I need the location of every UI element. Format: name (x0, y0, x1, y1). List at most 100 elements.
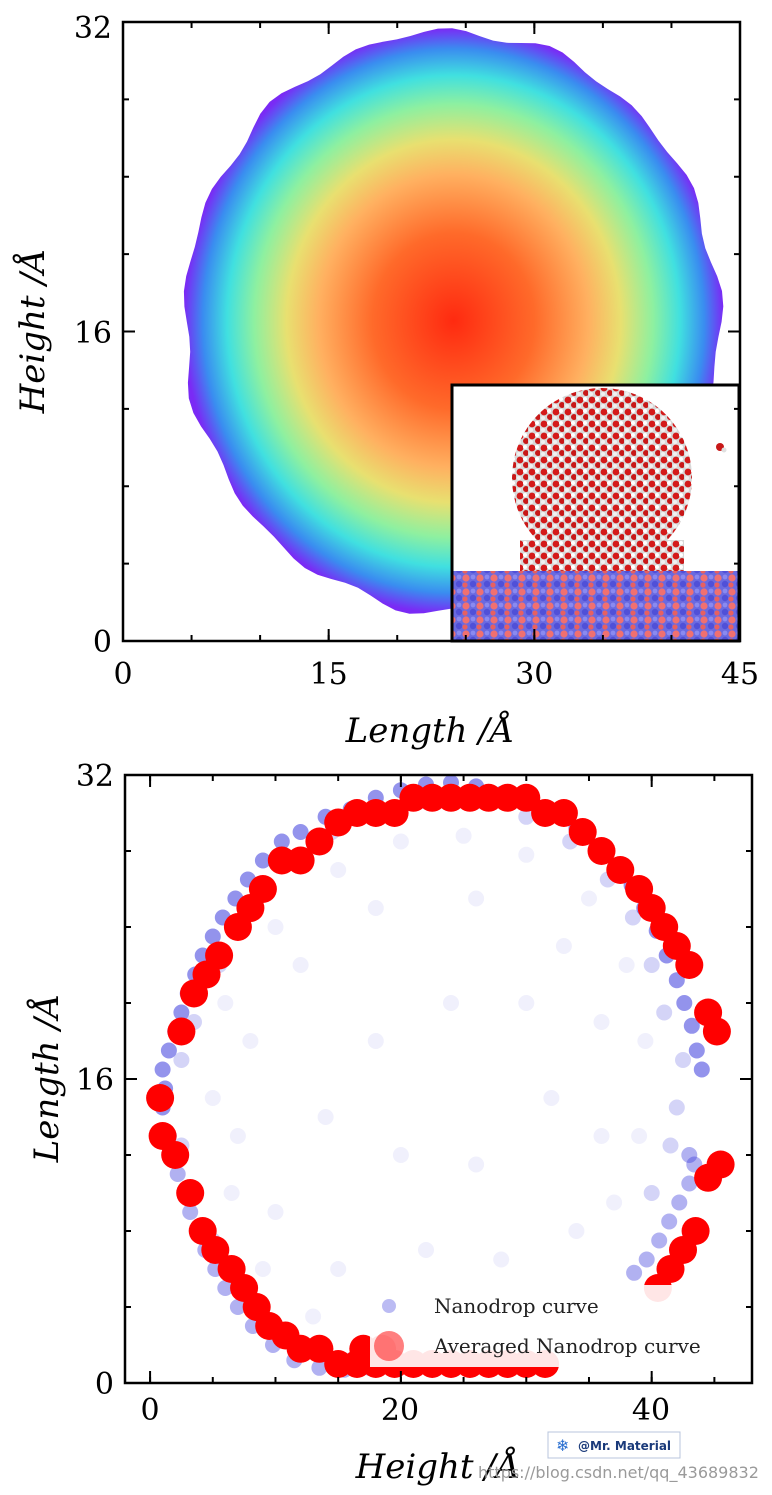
nanodrop-curve-point (581, 890, 597, 907)
watermark-badge (547, 1431, 681, 1459)
nanodrop-curve-point (683, 1017, 700, 1034)
inset-molecular-snapshot (450, 383, 741, 643)
heatmap-panel: 0 15 30 45 0 16 32 Length /Å Height /Å (12, 11, 759, 751)
legend-marker-nanodrop (382, 1299, 396, 1313)
nanodrop-curve-point (643, 957, 660, 973)
scatter-x-tick-20: 20 (381, 1393, 419, 1428)
averaged-nanodrop-curve-point (305, 827, 334, 856)
nanodrop-curve-point (681, 1175, 698, 1192)
averaged-nanodrop-curve-point (549, 799, 578, 827)
averaged-nanodrop-curve-point (568, 818, 597, 846)
nanodrop-curve-point (681, 1147, 698, 1163)
nanodrop-curve-point (668, 1099, 685, 1116)
legend-label-averaged: Averaged Nanodrop curve (433, 1334, 701, 1358)
averaged-nanodrop-curve-point (146, 1084, 175, 1112)
watermark-snowflake-icon: ❄ (556, 1436, 569, 1455)
nanodrop-curve-point (668, 972, 685, 989)
heatmap-y-axis-title: Height /Å (12, 249, 53, 415)
heatmap-x-tick-15: 15 (310, 657, 348, 692)
nanodrop-curve-point (317, 1109, 334, 1125)
nanodrop-curve-point (204, 1090, 221, 1106)
heatmap-ticks (122, 21, 741, 642)
heatmap-x-tick-0: 0 (113, 657, 132, 692)
nanodrop-curve-point (223, 1185, 240, 1201)
scatter-y-tick-16: 16 (76, 1063, 114, 1098)
nanodrop-curve-point (626, 1264, 643, 1281)
averaged-nanodrop-curve-series (146, 783, 735, 1378)
scatter-ticks (125, 774, 752, 1384)
nanodrop-curve-point (204, 928, 221, 945)
nanodrop-curve-point (643, 1185, 660, 1201)
heatmap-x-axis-title: Length /Å (345, 710, 515, 751)
nanodrop-curve-point (173, 1004, 190, 1021)
scatter-x-axis-title: Height /Å (355, 1446, 521, 1487)
averaged-nanodrop-curve-point (702, 1017, 731, 1046)
averaged-nanodrop-curve-point (675, 951, 704, 979)
scatter-x-tick-40: 40 (632, 1393, 670, 1428)
nanodrop-curve-point (160, 1042, 177, 1059)
averaged-nanodrop-curve-point (201, 1236, 230, 1264)
nanodrop-curve-point (568, 1223, 585, 1239)
nanodrop-curve-point (229, 1299, 246, 1315)
heatmap-x-tick-45: 45 (721, 657, 759, 692)
scatter-y-tick-0: 0 (95, 1367, 114, 1402)
nanodrop-curve-point (418, 1242, 434, 1258)
nanodrop-curve-point (392, 1147, 409, 1163)
averaged-nanodrop-curve-point (161, 1141, 190, 1169)
averaged-nanodrop-curve-point (512, 783, 541, 812)
inset-substrate (452, 571, 739, 641)
nanodrop-curve-point (330, 862, 347, 878)
nanodrop-curve-point (217, 1280, 234, 1296)
nanodrop-curve-point (330, 1261, 347, 1277)
nanodrop-curve-point (468, 890, 485, 907)
legend-marker-averaged (374, 1331, 404, 1361)
nanodrop-curve-point (455, 827, 472, 844)
averaged-nanodrop-curve-point (176, 1179, 205, 1207)
nanodrop-curve-point (169, 1166, 186, 1182)
scatter-panel: Nanodrop curve Averaged Nanodrop curve 0… (26, 759, 754, 1487)
nanodrop-curve-point (631, 1128, 648, 1144)
inset-water-droplet (512, 388, 692, 568)
nanodrop-curve-point (543, 1090, 560, 1106)
nanodrop-curve-point (693, 1061, 710, 1078)
nanodrop-curve-point (305, 1308, 322, 1325)
nanodrop-curve-point (493, 1251, 510, 1268)
legend: Nanodrop curve Averaged Nanodrop curve (370, 1285, 730, 1367)
nanodrop-curve-point (182, 1204, 199, 1220)
scatter-x-tick-0: 0 (140, 1393, 159, 1428)
nanodrop-curve-point (688, 1042, 705, 1059)
nanodrop-curve-point (662, 1137, 679, 1154)
nanodrop-curve-point (676, 995, 693, 1011)
nanodrop-curve-point (154, 1061, 171, 1078)
nanodrop-curve-point (242, 1033, 259, 1049)
averaged-nanodrop-curve-point (587, 837, 616, 865)
nanodrop-curve-point (311, 1359, 328, 1376)
nanodrop-curve-point (367, 1033, 384, 1049)
averaged-nanodrop-curve-point (694, 1163, 723, 1192)
averaged-nanodrop-curve-point (167, 1017, 196, 1046)
nanodrop-curve-point (656, 1004, 673, 1021)
nanodrop-curve-point (606, 1194, 623, 1211)
nanodrop-curve-point (518, 808, 535, 825)
scatter-y-tick-32: 32 (76, 759, 114, 794)
nanodrop-curve-point (618, 957, 635, 973)
nanodrop-curve-point (254, 852, 271, 869)
scatter-y-axis-title: Length /Å (26, 994, 67, 1164)
watermark-url: https://blog.csdn.net/qq_43689832 (478, 1463, 759, 1483)
nanodrop-curve-point (651, 1232, 668, 1249)
nanodrop-curve-point (624, 909, 641, 926)
averaged-nanodrop-curve-point (305, 1334, 334, 1363)
heatmap-y-tick-16: 16 (74, 316, 112, 351)
nanodrop-curve-point (593, 1014, 610, 1030)
nanodrop-curve-point (392, 833, 409, 850)
legend-label-nanodrop: Nanodrop curve (434, 1294, 599, 1318)
heatmap-x-tick-30: 30 (515, 657, 553, 692)
nanodrop-curve-point (671, 1194, 688, 1211)
heatmap-y-tick-32: 32 (74, 11, 112, 46)
nanodrop-curve-point (468, 1156, 485, 1173)
watermark: ❄ @Mr. Material https://blog.csdn.net/qq… (478, 1431, 759, 1483)
nanodrop-curve-point (443, 995, 459, 1011)
nanodrop-curve-point (637, 1033, 654, 1049)
nanodrop-curve-point (173, 1052, 190, 1068)
nanodrop-curve-point (555, 938, 572, 954)
